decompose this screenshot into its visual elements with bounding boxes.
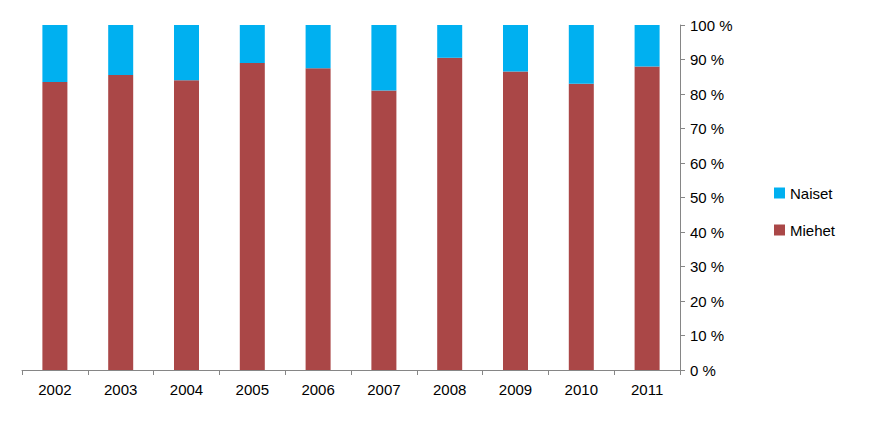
svg-text:2005: 2005 bbox=[236, 381, 269, 398]
svg-text:2007: 2007 bbox=[367, 381, 400, 398]
svg-text:80 %: 80 % bbox=[690, 86, 724, 103]
svg-text:50 %: 50 % bbox=[690, 189, 724, 206]
svg-text:40 %: 40 % bbox=[690, 224, 724, 241]
svg-text:30 %: 30 % bbox=[690, 258, 724, 275]
svg-text:2009: 2009 bbox=[499, 381, 532, 398]
svg-text:60 %: 60 % bbox=[690, 155, 724, 172]
svg-text:2006: 2006 bbox=[301, 381, 334, 398]
svg-text:Miehet: Miehet bbox=[790, 222, 836, 239]
svg-text:0 %: 0 % bbox=[690, 362, 716, 379]
svg-text:90 %: 90 % bbox=[690, 51, 724, 68]
svg-text:100 %: 100 % bbox=[690, 17, 733, 34]
svg-text:2010: 2010 bbox=[565, 381, 598, 398]
svg-text:10 %: 10 % bbox=[690, 327, 724, 344]
svg-text:70 %: 70 % bbox=[690, 120, 724, 137]
svg-text:Naiset: Naiset bbox=[790, 185, 833, 202]
svg-text:2008: 2008 bbox=[433, 381, 466, 398]
svg-text:20 %: 20 % bbox=[690, 293, 724, 310]
svg-text:2011: 2011 bbox=[631, 381, 663, 398]
svg-text:2004: 2004 bbox=[170, 381, 203, 398]
svg-text:2003: 2003 bbox=[104, 381, 137, 398]
svg-text:2002: 2002 bbox=[38, 381, 71, 398]
